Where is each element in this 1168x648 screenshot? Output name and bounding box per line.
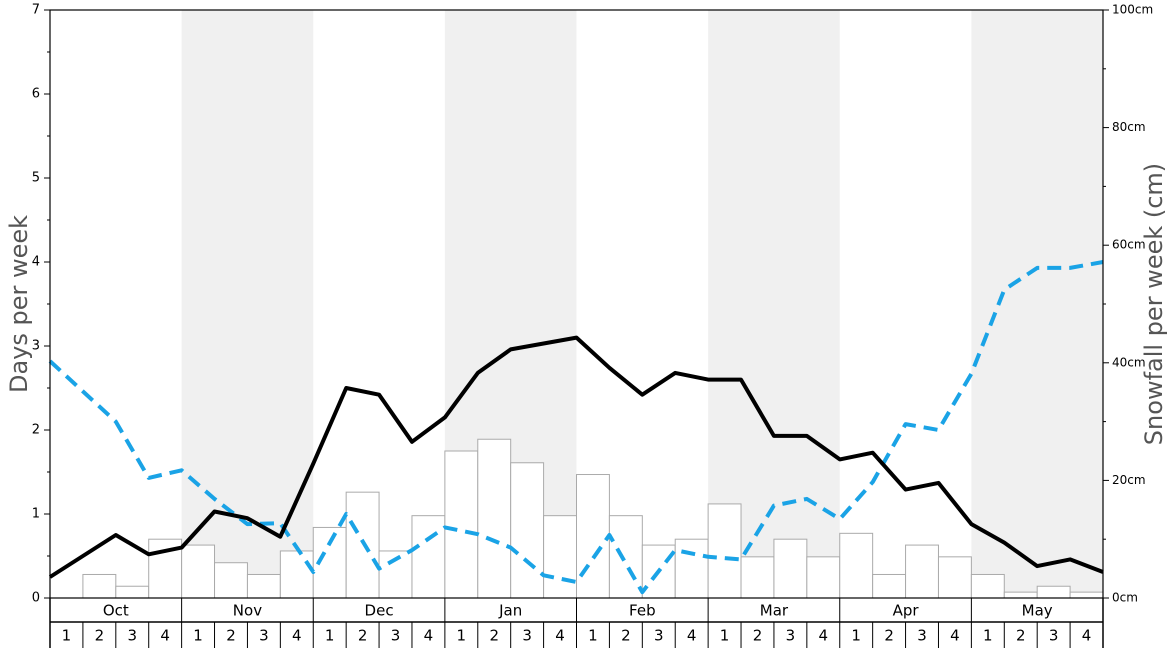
left-tick-label: 6 xyxy=(32,87,40,102)
snowfall-bar xyxy=(937,556,972,599)
week-label: 1 xyxy=(720,627,730,645)
left-tick-label: 4 xyxy=(32,255,40,270)
snowfall-bar xyxy=(246,573,281,599)
month-label: Jan xyxy=(498,602,522,620)
week-label: 2 xyxy=(489,627,499,645)
week-label: 3 xyxy=(917,627,927,645)
snowfall-bar xyxy=(872,573,907,599)
month-band xyxy=(181,10,314,598)
week-label: 2 xyxy=(753,627,763,645)
dashed-line xyxy=(48,260,1104,595)
left-tick-label: 0 xyxy=(32,591,40,606)
left-tick-label: 1 xyxy=(32,507,40,522)
week-label: 4 xyxy=(1082,627,1092,645)
right-axis: 0cm 20cm 40cm 60cm 80cm 100cm xyxy=(1103,3,1153,605)
week-label: 2 xyxy=(1016,627,1026,645)
week-label: 1 xyxy=(983,627,993,645)
month-band xyxy=(971,10,1103,598)
snowfall-bar xyxy=(115,585,150,599)
snowfall-bar xyxy=(806,556,841,599)
snowfall-bar xyxy=(181,544,216,599)
week-label: 2 xyxy=(358,627,368,645)
solid-line xyxy=(48,335,1104,579)
week-label: 4 xyxy=(160,627,170,645)
month-label: Dec xyxy=(365,602,394,620)
week-label: 4 xyxy=(292,627,302,645)
snowfall-bar xyxy=(510,462,545,599)
right-tick-label: 40cm xyxy=(1112,355,1146,369)
month-label: Nov xyxy=(233,602,262,620)
right-tick-label: 100cm xyxy=(1112,3,1153,17)
left-axis-title: Days per week xyxy=(5,215,33,393)
week-label: 2 xyxy=(621,627,631,645)
month-band xyxy=(708,10,840,598)
left-tick-label: 3 xyxy=(32,339,40,354)
week-label: 3 xyxy=(259,627,269,645)
right-tick-label: 0cm xyxy=(1112,591,1138,605)
week-label: 3 xyxy=(654,627,664,645)
week-label: 4 xyxy=(950,627,960,645)
snowfall-bar xyxy=(576,474,610,599)
snowfall-bar xyxy=(1003,591,1038,599)
snowfall-bars xyxy=(82,438,1104,599)
right-tick-label: 20cm xyxy=(1112,473,1146,487)
week-label: 3 xyxy=(127,627,137,645)
snowfall-bar xyxy=(740,556,775,599)
snowfall-bar xyxy=(279,550,314,599)
right-axis-title: Snowfall per week (cm) xyxy=(1140,163,1168,445)
month-bands xyxy=(181,10,1103,598)
month-label: Feb xyxy=(629,602,656,620)
snowfall-bar xyxy=(214,562,248,599)
snowfall-bar xyxy=(1036,585,1071,599)
right-tick-label: 80cm xyxy=(1112,120,1146,134)
week-label: 4 xyxy=(819,627,829,645)
left-tick-label: 2 xyxy=(32,423,40,438)
week-label: 2 xyxy=(884,627,894,645)
snowfall-bar xyxy=(707,503,742,599)
month-label: Apr xyxy=(893,602,920,620)
week-label: 4 xyxy=(424,627,434,645)
week-label: 2 xyxy=(95,627,105,645)
week-label: 1 xyxy=(62,627,72,645)
week-label: 1 xyxy=(193,627,203,645)
week-label: 1 xyxy=(588,627,598,645)
left-tick-label: 5 xyxy=(32,171,40,186)
week-label: 1 xyxy=(325,627,335,645)
snowfall-bar xyxy=(773,538,808,599)
week-label: 1 xyxy=(457,627,467,645)
snowfall-bar xyxy=(608,515,643,599)
snowfall-bar xyxy=(1069,591,1104,599)
week-label: 3 xyxy=(522,627,532,645)
month-label: May xyxy=(1022,602,1053,620)
snowfall-bar xyxy=(839,532,874,599)
week-label: 3 xyxy=(391,627,401,645)
left-tick-label: 7 xyxy=(32,3,40,18)
right-tick-label: 60cm xyxy=(1112,238,1146,252)
snowfall-bar xyxy=(970,573,1005,599)
left-axis: 0 1 2 3 4 5 6 7 xyxy=(32,3,50,606)
snowfall-bar xyxy=(82,573,117,599)
series-lines xyxy=(48,260,1104,595)
week-label: 2 xyxy=(226,627,236,645)
snowfall-bar xyxy=(905,544,939,599)
week-label: 4 xyxy=(687,627,697,645)
snowfall-bar xyxy=(477,438,512,599)
snowfall-bar xyxy=(411,515,446,599)
week-label: 4 xyxy=(555,627,565,645)
month-label: Oct xyxy=(103,602,129,620)
week-label: 3 xyxy=(786,627,796,645)
x-axis: Oct 1 2 3 4 Nov 1 2 3 4 Dec 1 2 3 4 Jan 1 2 3 4 Feb 1 2 3 4 Mar 1 2… xyxy=(49,598,1104,648)
week-label: 1 xyxy=(851,627,861,645)
month-label: Mar xyxy=(760,602,789,620)
week-label: 3 xyxy=(1049,627,1059,645)
snowfall-bar xyxy=(444,450,479,599)
snowfall-bar xyxy=(674,538,709,599)
snowfall-bar xyxy=(543,515,577,599)
